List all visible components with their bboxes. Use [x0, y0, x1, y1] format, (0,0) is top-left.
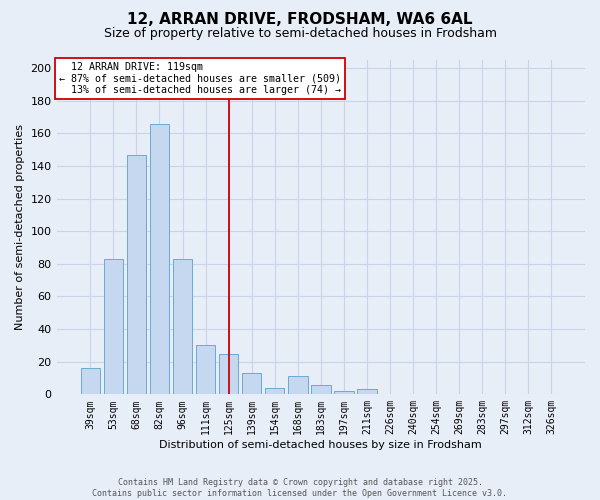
Y-axis label: Number of semi-detached properties: Number of semi-detached properties [15, 124, 25, 330]
X-axis label: Distribution of semi-detached houses by size in Frodsham: Distribution of semi-detached houses by … [160, 440, 482, 450]
Bar [357, 390, 377, 394]
Bar [288, 376, 308, 394]
Bar [311, 384, 331, 394]
Text: Size of property relative to semi-detached houses in Frodsham: Size of property relative to semi-detach… [104, 28, 497, 40]
Text: Contains HM Land Registry data © Crown copyright and database right 2025.
Contai: Contains HM Land Registry data © Crown c… [92, 478, 508, 498]
Bar [149, 124, 169, 394]
Text: 12 ARRAN DRIVE: 119sqm
← 87% of semi-detached houses are smaller (509)
  13% of : 12 ARRAN DRIVE: 119sqm ← 87% of semi-det… [59, 62, 341, 95]
Bar [265, 388, 284, 394]
Bar [334, 391, 353, 394]
Text: 12, ARRAN DRIVE, FRODSHAM, WA6 6AL: 12, ARRAN DRIVE, FRODSHAM, WA6 6AL [127, 12, 473, 28]
Bar [80, 368, 100, 394]
Bar [104, 259, 123, 394]
Bar [173, 259, 193, 394]
Bar [196, 346, 215, 395]
Bar [127, 154, 146, 394]
Bar [242, 373, 262, 394]
Bar [219, 354, 238, 395]
